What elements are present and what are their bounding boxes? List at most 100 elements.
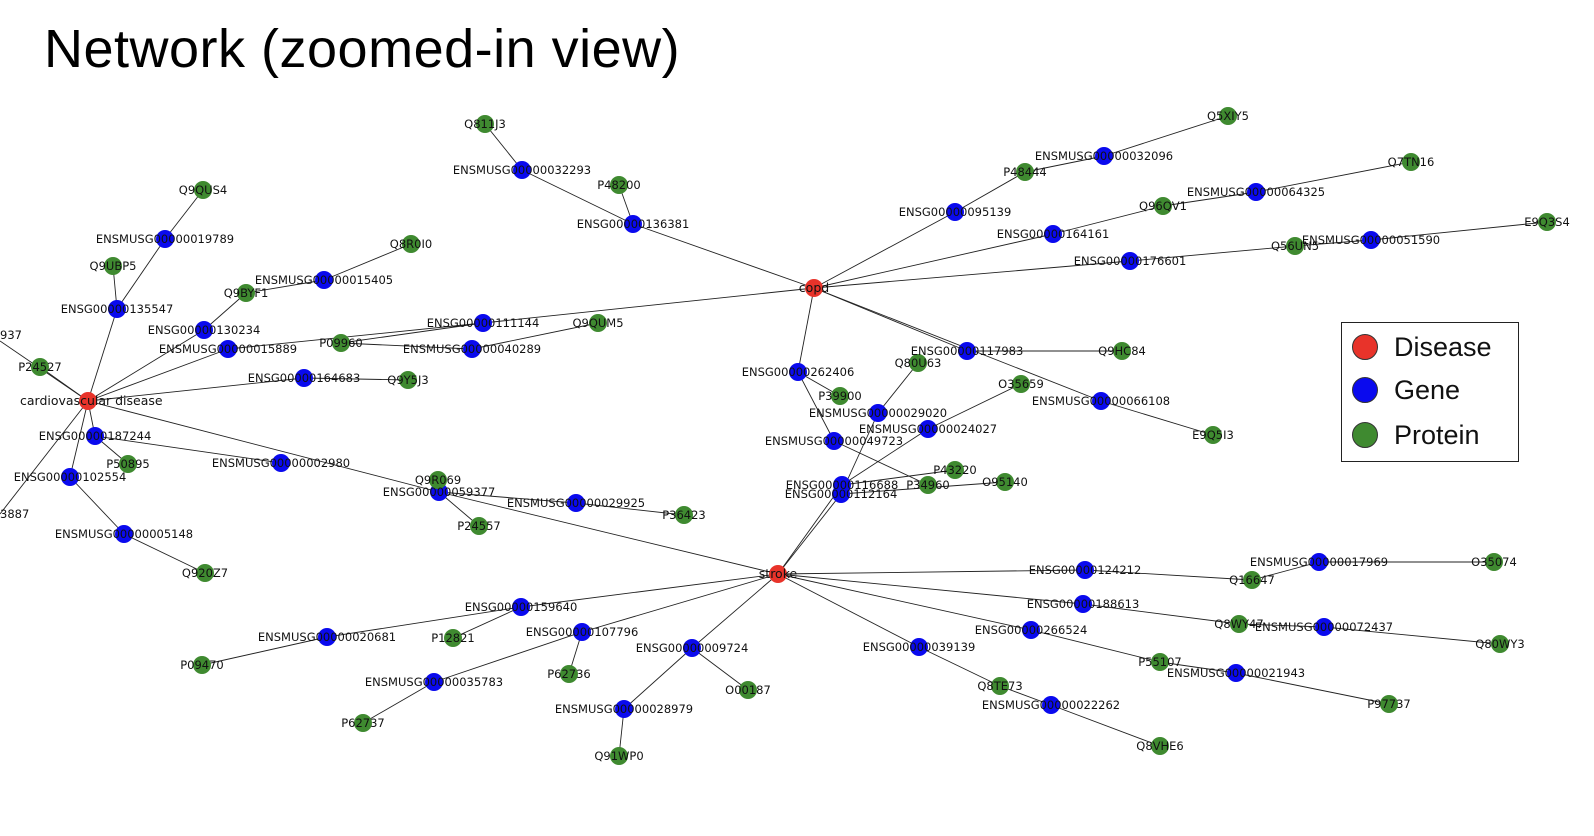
node-label: ENSG00000136381: [577, 217, 690, 231]
labels-layer: copd stroke cardiovascular disease ENSG0000…: [0, 109, 1570, 763]
legend-item-disease: Disease: [1352, 332, 1492, 362]
nodes-layer: [31, 107, 1556, 765]
node-label: 937: [0, 328, 22, 342]
edge-g_m15889-g_111144: [227, 322, 484, 350]
node-label: P97737: [1367, 697, 1411, 711]
protein-node: [1485, 553, 1503, 571]
protein-node: [402, 235, 420, 253]
gene-node: [425, 673, 443, 691]
node-label: ENSG00000102554: [14, 470, 127, 484]
protein-node: [476, 115, 494, 133]
edge-stroke-g_116688: [777, 484, 843, 575]
node-label: ENSG00000124212: [1029, 563, 1142, 577]
node-label: Q920Z7: [182, 566, 228, 580]
gene-node: [789, 363, 807, 381]
node-label: P24557: [457, 519, 501, 533]
edge-g_m66108-p_E9Q5I3: [1100, 400, 1214, 436]
node-label: cardiovascular disease: [20, 393, 163, 408]
edge-copd-g_262406: [797, 287, 815, 373]
edge-cvd-g_m15889: [87, 348, 229, 402]
edge-g_m29020-p_Q80U63: [877, 362, 919, 414]
gene-node: [958, 342, 976, 360]
gene-node: [219, 340, 237, 358]
node-label: P48444: [1003, 165, 1047, 179]
protein-node: [610, 176, 628, 194]
gene-node: [1042, 696, 1060, 714]
edge-g_m40289-p_Q9QUM5: [471, 322, 599, 350]
protein-node: [1402, 153, 1420, 171]
node-label: ENSMUSG00000005148: [55, 527, 193, 541]
node-label: ENSMUSG00000072437: [1255, 620, 1393, 634]
protein-node: [996, 473, 1014, 491]
node-label: ENSMUSG00000020681: [258, 630, 396, 644]
edge-p_Q8TE73-g_m22262: [999, 685, 1052, 706]
node-label: ENSMUSG00000017969: [1250, 555, 1388, 569]
protein-node: [610, 747, 628, 765]
protein-node: [1012, 375, 1030, 393]
protein-node: [354, 714, 372, 732]
edge-p_Q56UN5-g_m51590: [1294, 239, 1372, 247]
gene-node: [1362, 231, 1380, 249]
edge-p_P55107-g_m21943: [1159, 661, 1237, 674]
node-label: ENSMUSG00000035783: [365, 675, 503, 689]
node-label: Q8R0I0: [390, 237, 432, 251]
node-label: Q811J3: [464, 117, 506, 131]
node-label: Q8WY47: [1214, 617, 1263, 631]
edge-stroke-g_124212: [777, 569, 1086, 575]
edge-g_187244-g_m02980: [94, 435, 282, 464]
edge-p_P48444-g_m32096: [1024, 155, 1105, 173]
edge-g_164683-p_Q9Y5J3: [303, 377, 409, 381]
edge-g_39139-p_Q8TE73: [918, 646, 1001, 687]
gene-node: [825, 432, 843, 450]
legend-item-protein: Protein: [1352, 420, 1480, 450]
protein-node: [104, 257, 122, 275]
edge-g_m49723-p_P34960: [833, 440, 929, 486]
edge-g_159640-g_m20681: [326, 606, 522, 638]
node-label: ENSG00000009724: [636, 641, 749, 655]
node-label: Q56UN5: [1271, 239, 1319, 253]
protein-node: [1204, 426, 1222, 444]
node-label: P50895: [106, 457, 150, 471]
edge-stroke-g_59377: [438, 491, 779, 575]
node-label: ENSMUSG00000051590: [1302, 233, 1440, 247]
node-label: P12821: [431, 631, 475, 645]
node-label: ENSMUSG00000019789: [96, 232, 234, 246]
node-label: Q80WY3: [1475, 637, 1524, 651]
edge-p_Q96QV1-g_m64325: [1162, 191, 1257, 207]
edge-g_9724-p_O00187: [691, 647, 749, 691]
protein-node: [560, 665, 578, 683]
edge-g_m32293-p_Q811J3: [484, 123, 523, 171]
edge-g_m15405-p_Q8R0I0: [323, 243, 412, 281]
edge-g_116688-p_P43220: [841, 469, 956, 486]
edge-g_102554-g_m05148: [69, 476, 125, 535]
edge-g_124212-p_Q16647: [1084, 569, 1253, 581]
edge-stroke-g_39139: [777, 573, 920, 648]
legend-label: Disease: [1394, 331, 1492, 362]
gene-node: [919, 420, 937, 438]
edge-g_111144-p_P09960: [340, 322, 484, 344]
gene-node: [1074, 595, 1092, 613]
node-label: O35074: [1471, 555, 1517, 569]
node-label: ENSG00000107796: [526, 625, 639, 639]
node-label: P34960: [906, 478, 950, 492]
edge-g_m29925-p_P36423: [575, 502, 685, 516]
edge-p_Q16647-g_m17969: [1251, 561, 1320, 581]
gene-node: [624, 215, 642, 233]
protein-node: [589, 314, 607, 332]
node-label: P09960: [319, 336, 363, 350]
node-label: Q9HC84: [1098, 344, 1146, 358]
node-label: ENSG00000059377: [383, 485, 496, 499]
protein-node: [332, 334, 350, 352]
node-label: O95140: [982, 475, 1028, 489]
edge-g_9724-g_m28979: [623, 647, 693, 710]
node-label: 3887: [0, 507, 29, 521]
node-label: Q9Y5J3: [387, 373, 428, 387]
node-label: P62736: [547, 667, 591, 681]
edge-g_m51590-p_E9Q3S4: [1370, 221, 1548, 241]
gene-node: [1095, 147, 1113, 165]
edge-copd-g_176601: [813, 260, 1131, 289]
edge-g_m05148-p_Q920Z7: [123, 533, 206, 574]
edge-cvd-g_135547: [87, 308, 118, 402]
node-label: ENSMUSG00000066108: [1032, 394, 1170, 408]
disease-node: [79, 392, 97, 410]
